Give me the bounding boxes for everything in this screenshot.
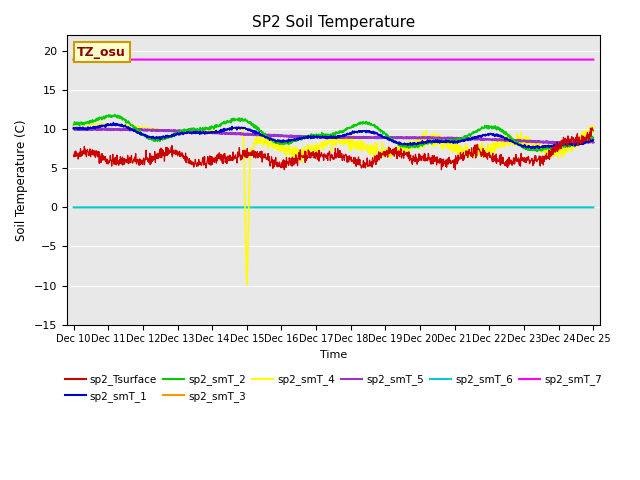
X-axis label: Time: Time [320,350,347,360]
Legend: sp2_Tsurface, sp2_smT_1, sp2_smT_2, sp2_smT_3, sp2_smT_4, sp2_smT_5, sp2_smT_6, : sp2_Tsurface, sp2_smT_1, sp2_smT_2, sp2_… [61,371,606,406]
Title: SP2 Soil Temperature: SP2 Soil Temperature [252,15,415,30]
Text: TZ_osu: TZ_osu [77,46,126,59]
Y-axis label: Soil Temperature (C): Soil Temperature (C) [15,119,28,241]
